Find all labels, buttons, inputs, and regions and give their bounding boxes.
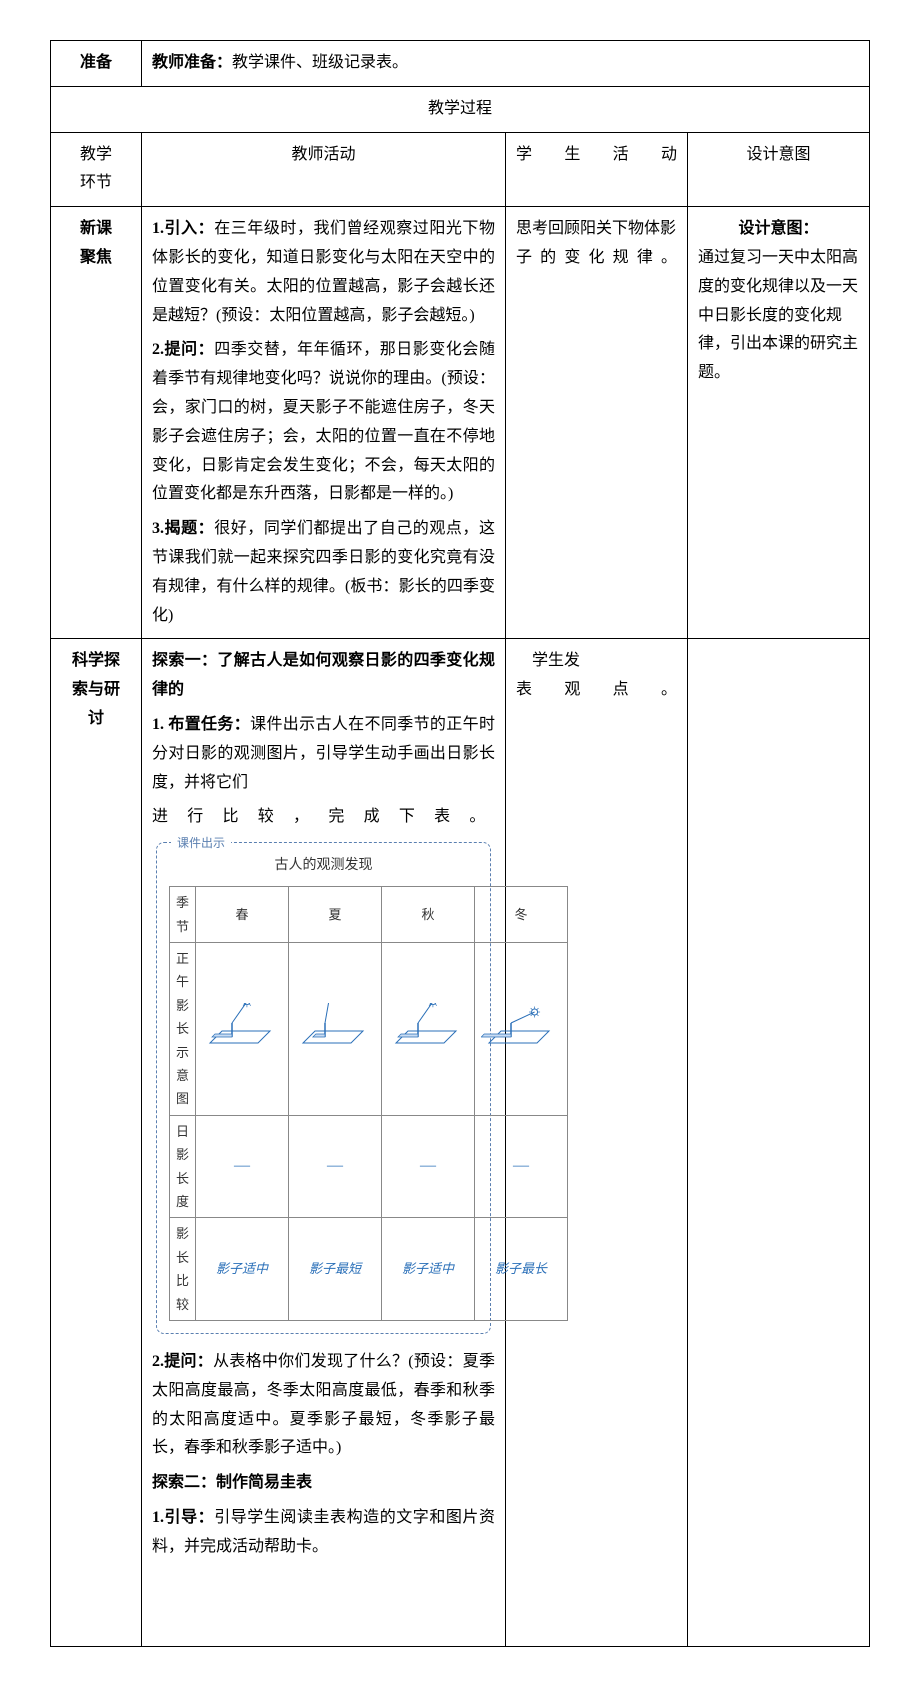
s1-p2: 四季交替，年年循环，那日影变化会随着季节有规律地变化吗？说说你的理由。(预设：会… <box>152 341 495 502</box>
stage1-student: 思考回顾阳关下物体影子的变化规律。 <box>506 207 688 639</box>
obs-diag-2 <box>382 943 475 1116</box>
shadow-diagram-autumn <box>388 1003 468 1047</box>
obs-len-3: — <box>475 1115 568 1218</box>
stage2-label-l3: 讨 <box>61 705 131 734</box>
obs-len-2: — <box>382 1115 475 1218</box>
s2-student-l1: 学生发 <box>532 652 580 669</box>
prep-lead: 教师准备： <box>152 54 232 71</box>
header-stage-l2: 环节 <box>61 169 131 198</box>
stage2-design <box>688 639 870 1646</box>
stage1-teacher: 1.引入：在三年级时，我们曾经观察过阳光下物体影长的变化，知道日影变化与太阳在天… <box>142 207 506 639</box>
s2-p3-lead: 1.引导： <box>152 1509 214 1526</box>
header-stage-l1: 教学 <box>61 141 131 170</box>
stage1-label-l2: 聚焦 <box>61 244 131 273</box>
s1-student: 思考回顾阳关下物体影子的变化规律。 <box>516 220 677 266</box>
stage1-label: 新课 聚焦 <box>51 207 142 639</box>
row-stage-2: 科学探 索与研 讨 探索一：了解古人是如何观察日影的四季变化规律的 1. 布置任… <box>51 639 870 1646</box>
obs-rh-diagram: 正午影长示意图 <box>170 943 196 1116</box>
prep-label: 准备 <box>51 41 142 87</box>
obs-row-season: 季节 春 夏 秋 冬 <box>170 887 568 943</box>
s2-student-l2: 表观点。 <box>516 676 677 705</box>
obs-cmp-1: 影子最短 <box>289 1218 382 1321</box>
s1-p3-lead: 3.揭题： <box>152 520 214 537</box>
obs-len-1: — <box>289 1115 382 1218</box>
header-stage: 教学 环节 <box>51 132 142 207</box>
obs-diag-1 <box>289 943 382 1116</box>
observation-box: 课件出示 古人的观测发现 季节 春 夏 秋 冬 正午影长示意图 <box>156 842 491 1334</box>
obs-rh-length: 日影长度 <box>170 1115 196 1218</box>
s1-p2-lead: 2.提问： <box>152 341 214 358</box>
obs-diag-0 <box>196 943 289 1116</box>
shadow-diagram-spring <box>202 1003 282 1047</box>
s2-p1b: 进行比较，完成下表。 <box>152 803 495 832</box>
prep-text: 教学课件、班级记录表。 <box>232 54 408 71</box>
header-design: 设计意图 <box>688 132 870 207</box>
row-stage-1: 新课 聚焦 1.引入：在三年级时，我们曾经观察过阳光下物体影长的变化，知道日影变… <box>51 207 870 639</box>
obs-cmp-2: 影子适中 <box>382 1218 475 1321</box>
obs-rh-compare: 影长比较 <box>170 1218 196 1321</box>
s1-design: 通过复习一天中太阳高度的变化规律以及一天中日影长度的变化规律，引出本课的研究主题… <box>698 244 859 388</box>
stage2-label: 科学探 索与研 讨 <box>51 639 142 1646</box>
obs-cmp-3: 影子最长 <box>475 1218 568 1321</box>
process-heading: 教学过程 <box>51 86 870 132</box>
obs-len-0: — <box>196 1115 289 1218</box>
shadow-diagram-summer <box>295 1003 375 1047</box>
stage1-design: 设计意图： 通过复习一天中太阳高度的变化规律以及一天中日影长度的变化规律，引出本… <box>688 207 870 639</box>
s2-t1: 探索一：了解古人是如何观察日影的四季变化规律的 <box>152 647 495 705</box>
obs-row-diagram: 正午影长示意图 <box>170 943 568 1116</box>
obs-badge: 课件出示 <box>171 833 231 855</box>
obs-rh-season: 季节 <box>170 887 196 943</box>
row-process-heading: 教学过程 <box>51 86 870 132</box>
obs-season-3: 冬 <box>475 887 568 943</box>
prep-content: 教师准备：教学课件、班级记录表。 <box>142 41 870 87</box>
shadow-diagram-winter <box>481 1003 561 1047</box>
stage2-label-l1: 科学探 <box>61 647 131 676</box>
row-headers: 教学 环节 教师活动 学生活动 设计意图 <box>51 132 870 207</box>
s2-p1-lead: 1. 布置任务： <box>152 716 250 733</box>
s1-design-lead: 设计意图： <box>698 215 859 244</box>
header-teacher: 教师活动 <box>142 132 506 207</box>
obs-row-compare: 影长比较 影子适中 影子最短 影子适中 影子最长 <box>170 1218 568 1321</box>
obs-diag-3 <box>475 943 568 1116</box>
lesson-plan-table: 准备 教师准备：教学课件、班级记录表。 教学过程 教学 环节 教师活动 学生活动… <box>50 40 870 1647</box>
stage1-label-l1: 新课 <box>61 215 131 244</box>
stage2-label-l2: 索与研 <box>61 676 131 705</box>
row-preparation: 准备 教师准备：教学课件、班级记录表。 <box>51 41 870 87</box>
s2-t2: 探索二：制作简易圭表 <box>152 1469 495 1498</box>
obs-season-1: 夏 <box>289 887 382 943</box>
header-student: 学生活动 <box>506 132 688 207</box>
obs-season-0: 春 <box>196 887 289 943</box>
obs-row-length: 日影长度 — — — — <box>170 1115 568 1218</box>
s2-p2-lead: 2.提问： <box>152 1353 213 1370</box>
stage2-teacher: 探索一：了解古人是如何观察日影的四季变化规律的 1. 布置任务：课件出示古人在不… <box>142 639 506 1646</box>
obs-season-2: 秋 <box>382 887 475 943</box>
obs-cmp-0: 影子适中 <box>196 1218 289 1321</box>
s1-p1-lead: 1.引入： <box>152 220 214 237</box>
observation-table: 季节 春 夏 秋 冬 正午影长示意图 日影长度 <box>169 886 568 1321</box>
obs-title: 古人的观测发现 <box>169 853 478 878</box>
